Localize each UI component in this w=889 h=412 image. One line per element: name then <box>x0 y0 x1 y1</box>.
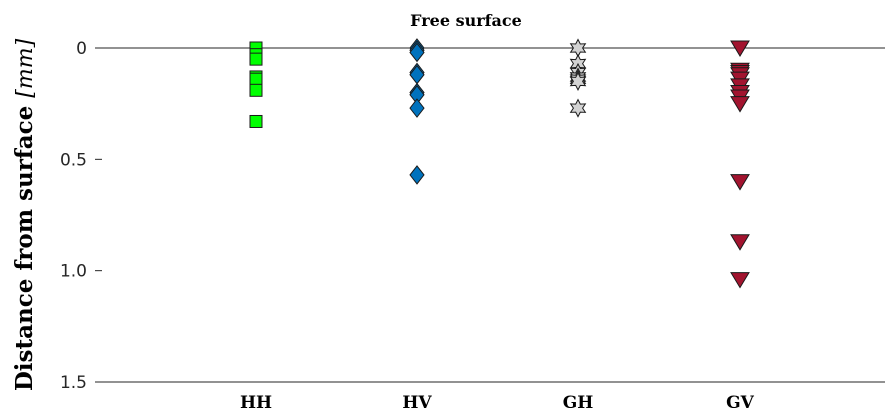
data-point-square <box>249 83 263 97</box>
x-category-labels: HH HV GH GV <box>240 393 755 412</box>
y-axis-label-text: Distance from surface <box>11 106 38 391</box>
data-point-diamond <box>409 42 425 63</box>
y-tick-label: 0.5 <box>60 150 87 170</box>
data-point-square <box>249 72 263 86</box>
data-points <box>249 38 750 289</box>
data-point-triangle <box>730 40 750 57</box>
x-category-label: HH <box>240 393 272 412</box>
x-category-label: HV <box>402 393 432 412</box>
y-ticks: 0 0.5 1.0 1.5 <box>60 39 102 393</box>
data-point-diamond <box>409 98 425 118</box>
chart-title: Free surface <box>410 11 522 30</box>
y-axis-label-unit: [mm] <box>13 38 38 97</box>
data-point-square <box>249 114 263 128</box>
x-category-label: GH <box>563 393 594 412</box>
data-point-triangle <box>730 96 750 113</box>
data-point-triangle <box>730 234 750 251</box>
data-point-square <box>249 52 263 66</box>
y-axis-label: Distance from surface [mm] <box>11 38 38 391</box>
data-point-hexagram <box>569 71 587 92</box>
axes <box>95 47 885 383</box>
x-category-label: GV <box>726 393 755 412</box>
data-point-hexagram <box>569 98 587 118</box>
data-point-triangle <box>730 174 750 191</box>
data-point-diamond <box>409 165 425 185</box>
y-tick-label: 0 <box>76 39 87 59</box>
data-point-triangle <box>730 272 750 289</box>
y-tick-label: 1.0 <box>60 262 87 282</box>
y-tick-label: 1.5 <box>60 373 87 393</box>
